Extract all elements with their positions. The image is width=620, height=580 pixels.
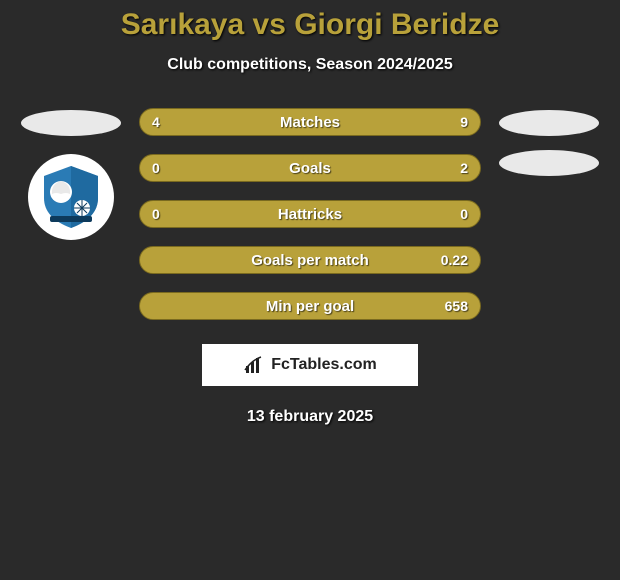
player-photo-placeholder (499, 110, 599, 136)
brand-text: FcTables.com (271, 356, 377, 374)
stat-right-value: 2 (460, 160, 468, 176)
stat-label: Goals per match (251, 252, 369, 269)
player-photo-placeholder (21, 110, 121, 136)
stat-left-value: 0 (152, 160, 160, 176)
stat-label: Hattricks (278, 206, 342, 223)
stat-bar-goals-per-match: Goals per match 0.22 (139, 246, 481, 274)
stat-left-value: 4 (152, 114, 160, 130)
stat-right-value: 9 (460, 114, 468, 130)
stats-column: 4 Matches 9 0 Goals 2 0 Hattricks 0 Goal… (139, 108, 481, 320)
stat-right-value: 658 (445, 298, 468, 314)
page-title: Sarıkaya vs Giorgi Beridze (0, 8, 620, 42)
stat-bar-goals: 0 Goals 2 (139, 154, 481, 182)
right-player-column (499, 108, 599, 176)
chart-bars-icon (243, 354, 265, 376)
subtitle: Club competitions, Season 2024/2025 (0, 56, 620, 74)
club-badge (28, 154, 114, 240)
club-photo-placeholder (499, 150, 599, 176)
shield-icon (36, 162, 106, 232)
stat-label: Goals (289, 160, 331, 177)
stat-label: Matches (280, 114, 340, 131)
date-line: 13 february 2025 (0, 408, 620, 426)
stat-bar-matches: 4 Matches 9 (139, 108, 481, 136)
comparison-card: Sarıkaya vs Giorgi Beridze Club competit… (0, 0, 620, 426)
stat-bar-hattricks: 0 Hattricks 0 (139, 200, 481, 228)
stat-bar-min-per-goal: Min per goal 658 (139, 292, 481, 320)
stat-label: Min per goal (266, 298, 354, 315)
left-player-column (21, 108, 121, 240)
brand-box: FcTables.com (202, 344, 418, 386)
stat-left-value: 0 (152, 206, 160, 222)
main-row: 4 Matches 9 0 Goals 2 0 Hattricks 0 Goal… (0, 108, 620, 320)
stat-right-value: 0 (460, 206, 468, 222)
stat-right-value: 0.22 (441, 252, 468, 268)
